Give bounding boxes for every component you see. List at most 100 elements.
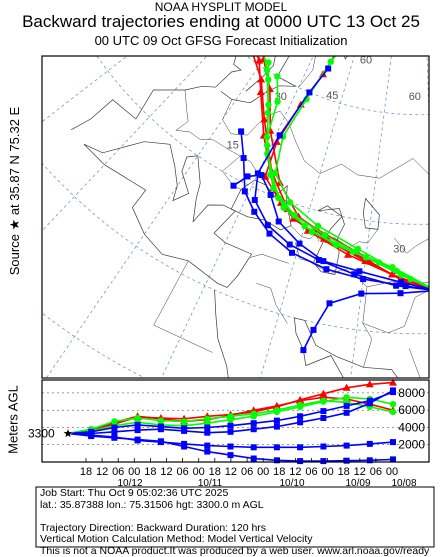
trajectory-point — [398, 290, 404, 296]
height-tick-label: 4000 — [398, 421, 425, 435]
country-border — [409, 332, 442, 392]
trajectory-point — [259, 172, 265, 178]
height-point — [320, 415, 326, 421]
trajectory-green-7 — [264, 73, 436, 290]
height-tick-label: 6000 — [398, 403, 425, 417]
height-point — [274, 409, 280, 415]
country-border — [256, 283, 287, 323]
trajectory-point — [265, 222, 271, 228]
height-point — [228, 444, 234, 450]
trajectory-point — [238, 128, 244, 134]
trajectory-line — [303, 291, 436, 351]
height-point — [111, 425, 117, 431]
time-tick-label: 18 — [338, 466, 350, 478]
height-point — [204, 443, 210, 449]
height-point — [251, 420, 257, 426]
height-point — [135, 437, 141, 443]
job-info: Job Start: Thu Oct 9 05:02:36 UTC 2025 l… — [40, 488, 429, 557]
trajectory-point — [267, 231, 273, 237]
time-tick-label: 18 — [209, 466, 221, 478]
trajectory-point — [264, 67, 270, 73]
trajectory-point — [260, 47, 266, 53]
height-point — [181, 425, 187, 431]
trajectory-point — [320, 258, 326, 264]
grid-label: 15 — [227, 139, 239, 151]
height-point — [390, 401, 396, 407]
trajectory-point — [327, 300, 333, 306]
height-point — [251, 426, 257, 432]
time-tick-label: 12 — [289, 466, 301, 478]
trajectory-point — [274, 98, 280, 104]
height-point — [228, 429, 234, 435]
time-tick-label: 06 — [176, 466, 188, 478]
height-tick-label: 2000 — [398, 438, 425, 452]
trajectory-point — [276, 219, 282, 225]
trajectory-point — [257, 88, 265, 95]
time-tick-label: 00 — [386, 466, 398, 478]
height-point — [390, 439, 396, 445]
trajectory-point — [231, 183, 237, 189]
trajectory-point — [280, 205, 286, 211]
trajectory-point — [265, 59, 271, 65]
height-point — [227, 417, 233, 423]
height-point — [111, 435, 117, 441]
trajectory-point — [300, 347, 306, 353]
trajectory-point — [223, 31, 231, 38]
coastline — [84, 142, 252, 288]
trajectory-point — [297, 241, 303, 247]
height-point — [251, 456, 257, 462]
trajectory-point — [241, 155, 247, 161]
trajectory-point — [289, 250, 295, 256]
trajectory-point — [277, 132, 283, 138]
longitude-gridline — [424, 0, 442, 548]
height-point — [297, 458, 303, 464]
height-point — [204, 449, 210, 455]
info-line-disclaimer: This is not a NOAA product.It was produc… — [40, 546, 429, 557]
trajectory-point — [252, 197, 258, 203]
height-point — [228, 423, 234, 429]
trajectory-point — [248, 47, 256, 54]
time-tick-label: 06 — [305, 466, 317, 478]
height-point — [344, 403, 350, 409]
height-point — [204, 430, 210, 436]
country-border — [363, 290, 430, 333]
grid-label: 60 — [409, 91, 421, 103]
height-point — [297, 404, 303, 410]
height-point — [274, 444, 280, 450]
trajectory-point — [268, 192, 274, 198]
trajectory-line — [267, 76, 436, 290]
trajectory-point — [309, 229, 315, 235]
trajectory-point — [325, 66, 331, 72]
height-point — [297, 444, 303, 450]
trajectory-point — [257, 76, 265, 83]
coastline — [363, 198, 379, 229]
trajectory-point — [328, 59, 334, 65]
height-point — [274, 418, 280, 424]
trajectory-line — [241, 131, 436, 290]
time-tick-label: 00 — [257, 466, 269, 478]
height-point — [251, 413, 257, 419]
height-point — [297, 413, 303, 419]
trajectory-point — [351, 271, 357, 277]
height-point — [320, 458, 326, 464]
height-point — [390, 389, 396, 395]
height-point — [344, 410, 350, 416]
trajectory-point — [265, 110, 271, 116]
height-point — [297, 419, 303, 425]
height-point — [344, 443, 350, 449]
height-point — [320, 444, 326, 450]
height-point — [228, 452, 234, 458]
time-tick-label: 18 — [144, 466, 156, 478]
longitude-gridline — [0, 0, 324, 176]
trajectory-point — [274, 73, 280, 79]
longitude-gridline — [13, 0, 359, 427]
height-tick-label: 8000 — [398, 386, 425, 400]
height-point — [251, 444, 257, 450]
height-point — [135, 427, 141, 433]
height-point — [343, 394, 349, 400]
info-line-blank — [40, 511, 429, 523]
height-point — [135, 422, 141, 428]
grid-label: 45 — [326, 90, 338, 102]
